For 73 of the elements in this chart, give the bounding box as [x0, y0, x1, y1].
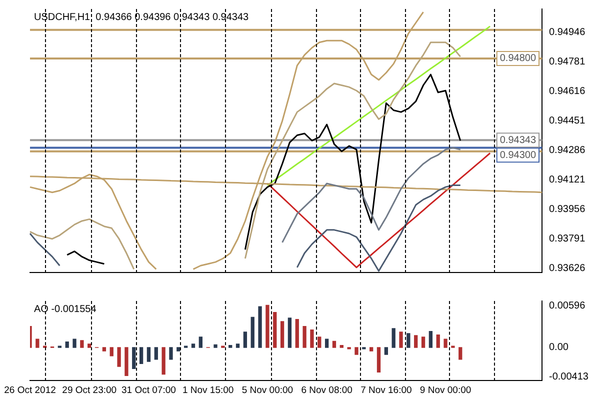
x-tick-label: 9 Nov 00:00 [420, 384, 472, 396]
bar [340, 345, 344, 348]
x-tick-label: 1 Nov 15:00 [182, 384, 234, 396]
x-tick-label: 26 Oct 2012 [4, 384, 56, 396]
bar [273, 312, 277, 348]
bar [458, 347, 462, 360]
bar [406, 333, 410, 348]
bar [124, 347, 128, 376]
y-tick-label: 0.94286 [549, 145, 586, 156]
y-tick-label: 0.93791 [549, 233, 586, 244]
bar [266, 304, 270, 348]
bar [295, 318, 299, 348]
bar [214, 344, 218, 348]
bar [132, 347, 136, 369]
y-tick-label: 0.93956 [549, 204, 586, 215]
bar [428, 330, 433, 348]
x-tick-label: 7 Nov 16:00 [360, 384, 412, 396]
bar [72, 338, 76, 348]
bar [370, 347, 374, 352]
bar [354, 347, 358, 355]
bar [384, 347, 388, 355]
bar [80, 340, 84, 348]
bar [198, 336, 202, 348]
bar [258, 306, 262, 348]
bar [392, 328, 396, 348]
bar [162, 347, 166, 375]
ref-line-label: 0.94343 [500, 134, 536, 146]
chart-title: AO -0.001554 [34, 304, 97, 315]
bar [399, 332, 403, 348]
bar [376, 347, 381, 372]
bar [228, 345, 232, 348]
bar [65, 342, 69, 348]
bar [36, 338, 40, 348]
x-tick-label: 5 Nov 00:00 [242, 384, 294, 396]
bar [436, 334, 440, 348]
bar [146, 347, 151, 362]
y-tick-label: 0.94616 [549, 86, 586, 98]
bar [139, 347, 144, 364]
bar [332, 340, 336, 348]
bar [318, 336, 322, 348]
x-tick-label: 6 Nov 08:00 [301, 384, 352, 396]
bar [421, 336, 426, 348]
bar [191, 344, 196, 348]
bar [324, 338, 329, 348]
y-tick-label: 0.94121 [549, 174, 586, 186]
y-tick-label: 0.94451 [549, 116, 586, 127]
bar [310, 330, 314, 348]
bar [302, 326, 306, 348]
y-tick-label: -0.00413 [549, 371, 589, 382]
bar [176, 347, 180, 352]
bar [169, 347, 173, 360]
chart-title: USDCHF,H1 0.94366 0.94396 0.94343 0.94343 [34, 12, 250, 23]
bar [280, 321, 284, 348]
bar [444, 338, 448, 348]
bar [102, 347, 106, 352]
x-tick-label: 29 Oct 23:00 [62, 384, 117, 396]
bar [243, 332, 248, 348]
x-tick-label: 31 Oct 07:00 [122, 384, 176, 396]
y-tick-label: 0.00 [549, 342, 569, 354]
bar [250, 316, 254, 348]
ref-line-label: 0.94800 [500, 53, 536, 64]
bar [154, 347, 158, 360]
bar [88, 344, 92, 348]
ref-line-label: 0.94300 [500, 150, 536, 161]
bar [117, 347, 121, 367]
y-tick-label: 0.94781 [549, 56, 586, 68]
y-tick-label: 0.00596 [549, 300, 586, 312]
bar [110, 347, 114, 356]
bar [414, 335, 418, 348]
bar [236, 344, 240, 348]
y-tick-label: 0.93626 [549, 262, 586, 274]
bar [288, 318, 292, 348]
y-tick-label: 0.94946 [549, 27, 586, 38]
